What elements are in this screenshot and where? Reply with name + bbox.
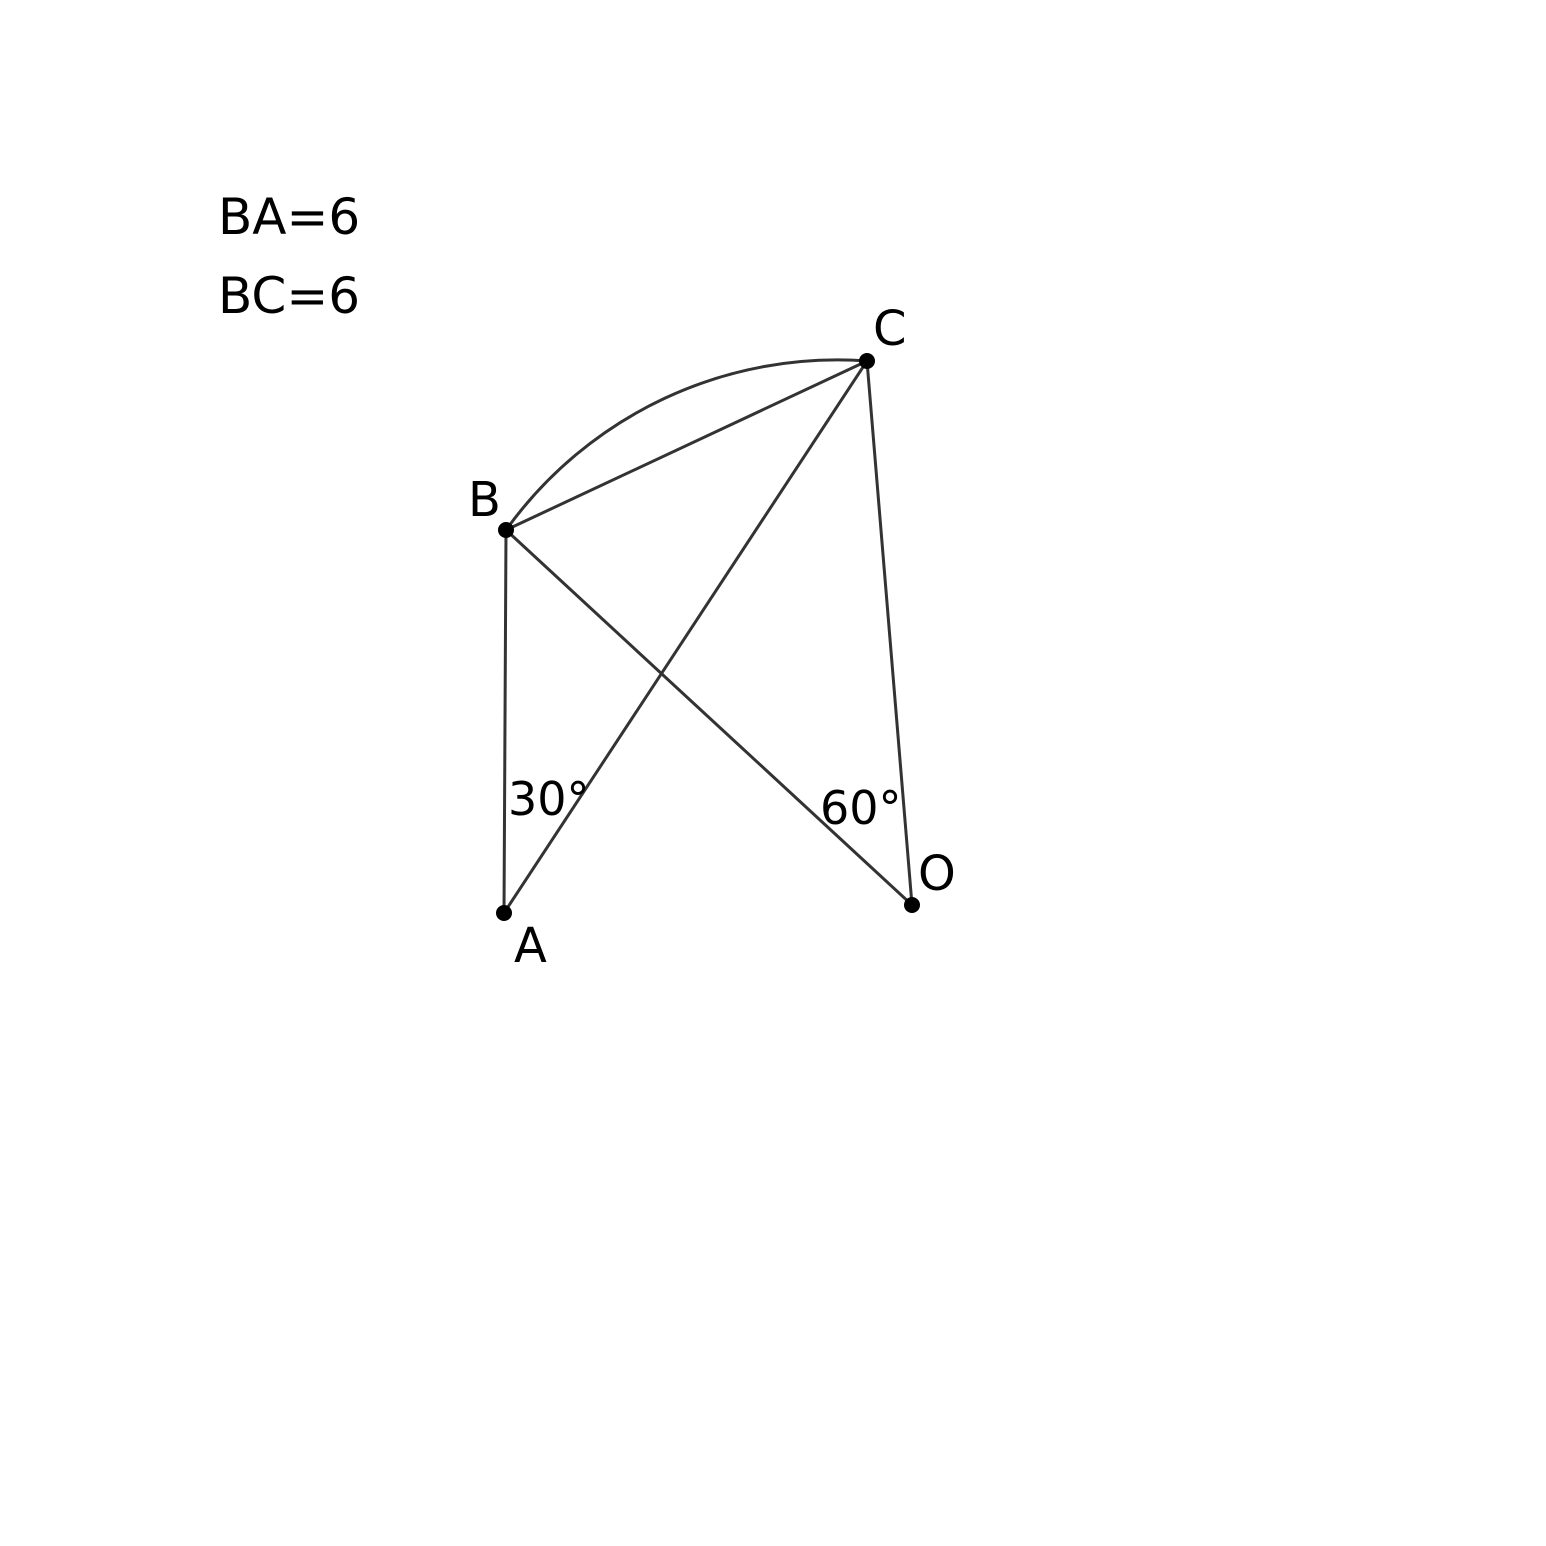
label-c: C (873, 301, 907, 357)
label-o: O (918, 846, 956, 902)
point-b (498, 522, 514, 538)
given-bc: BC=6 (218, 267, 360, 325)
label-b: B (468, 472, 501, 528)
angle-label-a: 30° (508, 772, 590, 826)
segment-ac (502, 360, 869, 914)
segment-bc (505, 359, 868, 532)
point-a (496, 905, 512, 921)
point-c (859, 353, 875, 369)
label-a: A (514, 918, 547, 974)
angle-label-o: 60° (820, 781, 902, 835)
segment-bo (504, 528, 914, 907)
given-ba: BA=6 (218, 188, 360, 246)
arc-bc (504, 358, 868, 531)
segment-ba (502, 529, 508, 914)
point-o (904, 897, 920, 913)
segment-co (865, 360, 914, 906)
